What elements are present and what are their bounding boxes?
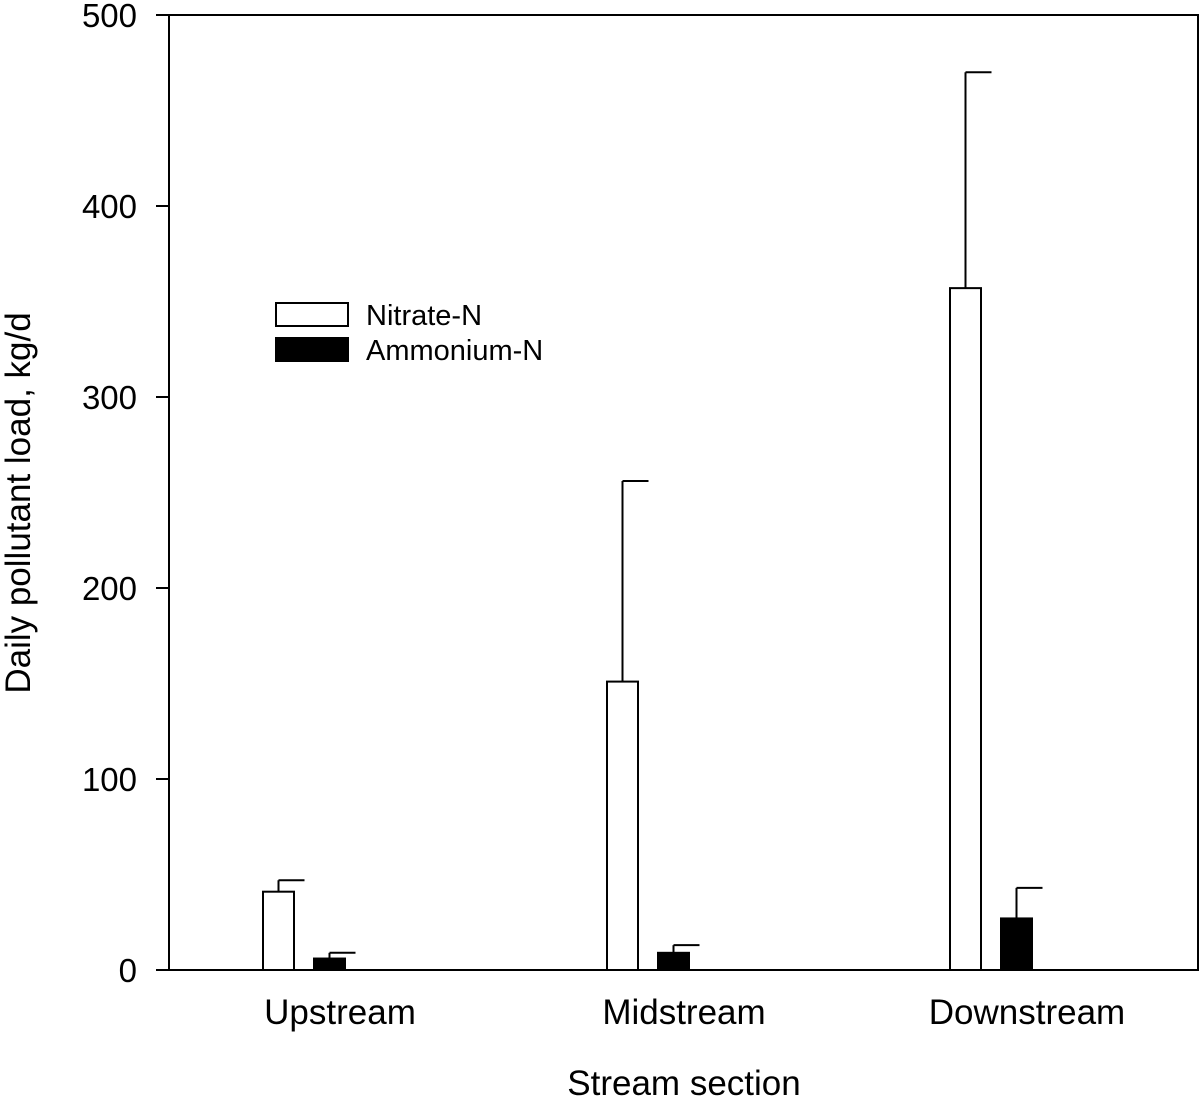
bar	[606, 680, 639, 972]
y-tick-label: 200	[82, 570, 137, 607]
y-tick-label: 100	[82, 761, 137, 798]
bar	[657, 951, 690, 971]
bar	[1000, 917, 1033, 971]
y-tick-label: 0	[119, 952, 137, 989]
axes: 0 100 200 300 400 500 Upstream Midstream Downstr…	[82, 0, 1199, 1032]
plot-frame	[168, 14, 1199, 971]
bar	[262, 890, 295, 971]
x-category-label: Upstream	[264, 993, 416, 1032]
bar	[313, 957, 346, 971]
x-category-label: Midstream	[602, 993, 765, 1032]
legend-swatch	[275, 302, 349, 327]
y-tick-label: 500	[82, 0, 137, 34]
plot-area	[262, 71, 1043, 972]
x-axis-title: Stream section	[567, 1064, 800, 1097]
y-axis-title: Daily pollutant load, kg/d	[0, 312, 38, 693]
x-category-label: Downstream	[929, 993, 1125, 1032]
legend-label: Ammonium-N	[366, 335, 543, 367]
legend-label: Nitrate-N	[366, 300, 482, 332]
legend-swatch	[275, 337, 349, 362]
bar	[949, 287, 982, 971]
y-tick-label: 300	[82, 379, 137, 416]
y-tick-label: 400	[82, 188, 137, 225]
